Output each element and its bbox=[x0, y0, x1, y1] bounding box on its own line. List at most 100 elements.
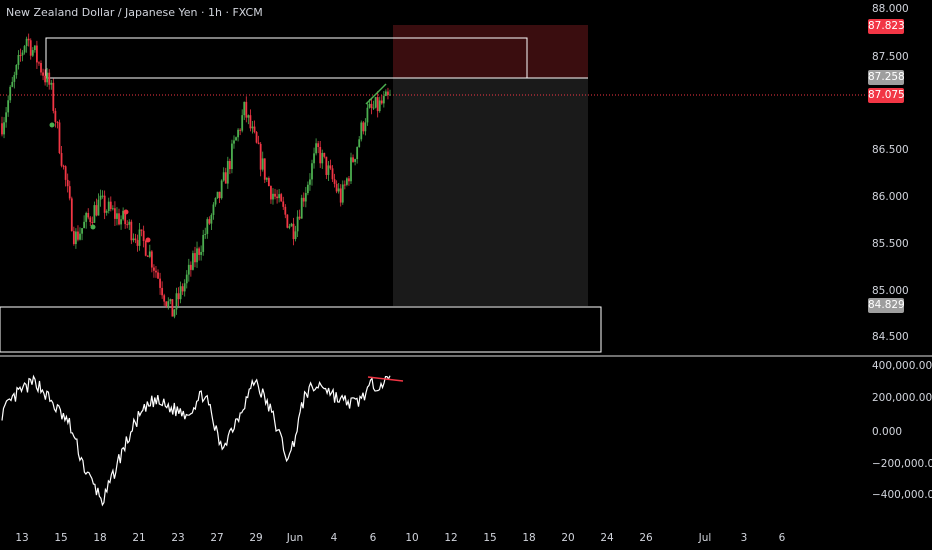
candle-body bbox=[389, 94, 391, 96]
candle-body bbox=[249, 115, 252, 129]
time-tick: 15 bbox=[54, 532, 67, 544]
candle-body bbox=[167, 301, 170, 307]
candle-body bbox=[241, 115, 244, 131]
candle-body bbox=[52, 82, 55, 111]
candle-body bbox=[35, 45, 38, 63]
price-axis[interactable]: 88.000 87.500 86.500 86.000 85.500 85.00… bbox=[872, 3, 909, 343]
osc-tick: 400,000.000 bbox=[872, 360, 932, 372]
candle-body bbox=[192, 253, 194, 270]
candle-body bbox=[298, 216, 301, 219]
candle-body bbox=[122, 210, 125, 220]
candle-body bbox=[294, 231, 297, 240]
forecast-zone bbox=[393, 78, 588, 306]
candle-body bbox=[150, 251, 153, 268]
candle-body bbox=[374, 97, 377, 108]
candle-body bbox=[380, 100, 383, 104]
oscillator-axis[interactable]: 400,000.000 200,000.000 0.000 −200,000.0… bbox=[872, 360, 932, 501]
candle-body bbox=[68, 186, 71, 199]
time-tick: 3 bbox=[741, 532, 748, 544]
candle-body bbox=[194, 253, 196, 263]
candle-body bbox=[101, 195, 104, 197]
candle-body bbox=[384, 91, 387, 96]
candle-body bbox=[79, 233, 81, 240]
candle-body bbox=[99, 195, 102, 200]
candle-body bbox=[255, 132, 258, 143]
time-tick: 15 bbox=[483, 532, 496, 544]
time-tick: 6 bbox=[370, 532, 377, 544]
candle-body bbox=[44, 75, 47, 83]
candle-body bbox=[161, 287, 164, 296]
candle-body bbox=[243, 101, 246, 116]
candle-body bbox=[157, 272, 159, 279]
candle-body bbox=[33, 45, 36, 51]
candle-body bbox=[15, 64, 18, 76]
candle-body bbox=[198, 248, 200, 255]
candle-body bbox=[337, 188, 340, 192]
candle-body bbox=[19, 55, 22, 57]
candle-body bbox=[304, 193, 307, 202]
candle-body bbox=[175, 293, 178, 310]
target-price-label: 84.829 bbox=[868, 298, 905, 313]
candle-body bbox=[319, 146, 322, 164]
candle-body bbox=[5, 112, 8, 123]
time-tick: Jun bbox=[286, 532, 303, 544]
candle-body bbox=[263, 158, 266, 180]
osc-tick: −200,000.000 bbox=[872, 458, 932, 470]
candle-body bbox=[210, 214, 213, 224]
candle-body bbox=[245, 101, 248, 118]
osc-tick: −400,000.000 bbox=[872, 489, 932, 501]
time-tick: 18 bbox=[522, 532, 535, 544]
candle-body bbox=[204, 233, 207, 235]
candle-body bbox=[31, 50, 34, 56]
symbol-title[interactable]: New Zealand Dollar / Japanese Yen · 1h ·… bbox=[6, 6, 263, 19]
time-tick: Jul bbox=[698, 532, 712, 544]
demand-zone-box[interactable] bbox=[0, 306, 602, 353]
candle-body bbox=[75, 231, 77, 245]
candle-body bbox=[372, 107, 375, 109]
price-tick: 87.500 bbox=[872, 51, 909, 63]
candle-body bbox=[11, 81, 14, 87]
candle-body bbox=[309, 179, 311, 185]
candle-body bbox=[103, 195, 106, 213]
candle-body bbox=[136, 240, 139, 246]
candle-body bbox=[259, 143, 262, 170]
candle-body bbox=[206, 219, 209, 234]
candle-body bbox=[272, 193, 274, 200]
candle-body bbox=[300, 197, 303, 219]
candle-body bbox=[62, 165, 65, 167]
signal-dot bbox=[49, 122, 55, 128]
candle-body bbox=[40, 62, 42, 73]
candle-body bbox=[315, 143, 317, 154]
time-tick: 18 bbox=[93, 532, 106, 544]
candle-body bbox=[58, 122, 61, 154]
candle-body bbox=[329, 165, 332, 169]
candle-body bbox=[189, 264, 192, 270]
price-divergence-line bbox=[365, 83, 387, 105]
candle-body bbox=[95, 205, 98, 216]
candle-body bbox=[331, 168, 334, 180]
candle-body bbox=[134, 238, 137, 241]
time-tick: 4 bbox=[331, 532, 338, 544]
candle-body bbox=[368, 103, 371, 108]
time-axis[interactable]: 13 15 18 21 23 27 29 Jun 4 6 10 12 15 18… bbox=[15, 532, 785, 544]
price-tick: 86.000 bbox=[872, 191, 909, 203]
time-tick: 24 bbox=[600, 532, 614, 544]
candle-body bbox=[1, 123, 3, 135]
candle-body bbox=[378, 100, 381, 112]
candle-body bbox=[343, 184, 346, 186]
candle-body bbox=[130, 221, 133, 241]
candle-body bbox=[341, 184, 344, 203]
candle-body bbox=[284, 206, 287, 215]
candle-body bbox=[89, 217, 92, 223]
price-tick: 84.500 bbox=[872, 331, 909, 343]
candle-body bbox=[261, 158, 264, 170]
candle-body bbox=[280, 194, 283, 202]
time-tick: 21 bbox=[132, 532, 145, 544]
candle-body bbox=[165, 301, 168, 307]
candle-body bbox=[38, 62, 40, 64]
candle-body bbox=[83, 221, 86, 229]
candle-body bbox=[290, 223, 293, 227]
signal-markers bbox=[49, 122, 151, 243]
candle-body bbox=[382, 95, 385, 104]
